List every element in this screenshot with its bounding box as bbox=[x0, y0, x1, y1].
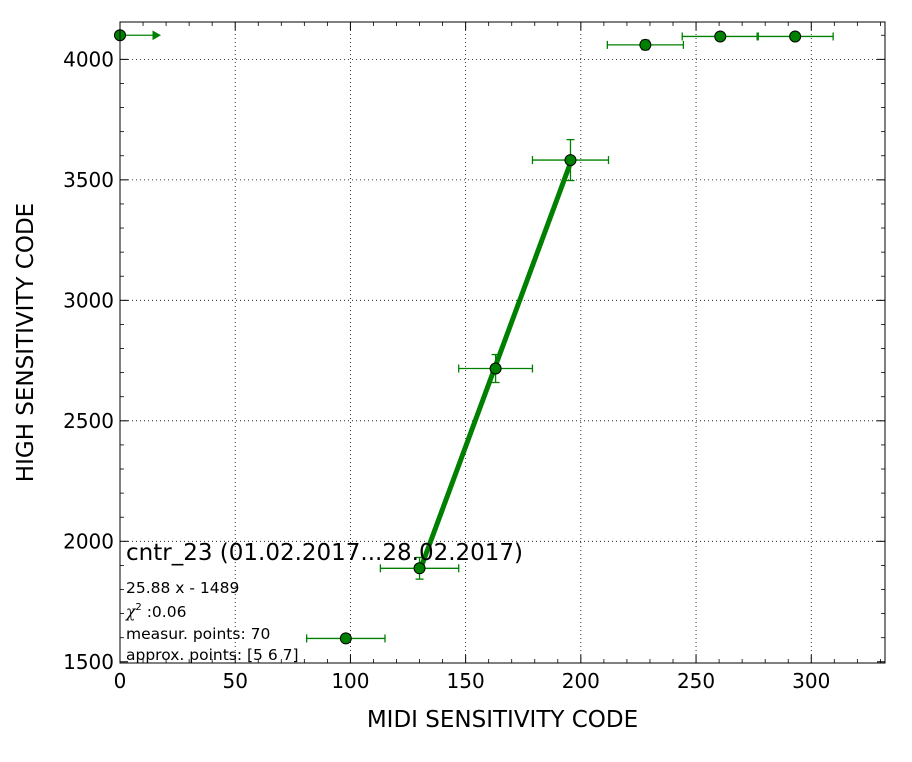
y-tick-label: 3000 bbox=[63, 288, 114, 312]
minor-ticks bbox=[120, 22, 885, 663]
chi2-symbol: χ bbox=[125, 603, 137, 621]
annotation-approx-points: approx. points: [5 6 7] bbox=[126, 646, 299, 664]
data-point bbox=[339, 632, 352, 645]
data-point bbox=[789, 30, 802, 43]
data-point bbox=[639, 38, 652, 51]
annotation-equation: 25.88 x - 1489 bbox=[126, 579, 239, 597]
y-tick-labels: 1500 2000 2500 3000 3500 4000 bbox=[63, 47, 114, 673]
data-point bbox=[489, 362, 502, 375]
grid-layer bbox=[120, 22, 885, 663]
point-layer bbox=[114, 29, 802, 645]
major-ticks bbox=[119, 22, 885, 663]
plot-frame bbox=[119, 21, 886, 664]
chi2-exponent: 2 bbox=[135, 602, 141, 613]
data-point bbox=[413, 562, 426, 575]
x-tick-label: 150 bbox=[447, 669, 485, 693]
chi2-value: :0.06 bbox=[142, 603, 187, 621]
x-tick-label: 0 bbox=[114, 669, 127, 693]
y-tick-label: 3500 bbox=[63, 168, 114, 192]
limit-arrow-head bbox=[152, 30, 162, 41]
y-tick-label: 2000 bbox=[63, 529, 114, 553]
y-tick-label: 1500 bbox=[63, 650, 114, 674]
y-tick-label: 4000 bbox=[63, 47, 114, 71]
annotation-block: cntr_23 (01.02.2017...28.02.2017) 25.88 … bbox=[125, 540, 523, 664]
x-tick-label: 300 bbox=[792, 669, 830, 693]
x-tick-label: 250 bbox=[677, 669, 715, 693]
x-tick-label: 200 bbox=[562, 669, 600, 693]
x-tick-label: 50 bbox=[222, 669, 247, 693]
x-axis-label: MIDI SENSITIVITY CODE bbox=[367, 707, 638, 733]
data-point bbox=[714, 30, 727, 43]
data-point bbox=[564, 154, 577, 167]
annotation-title: cntr_23 (01.02.2017...28.02.2017) bbox=[126, 540, 523, 566]
y-tick-label: 2500 bbox=[63, 409, 114, 433]
x-tick-labels: 0 50 100 150 200 250 300 bbox=[114, 669, 831, 693]
x-tick-label: 100 bbox=[331, 669, 369, 693]
annotation-chi2: χ2 :0.06 bbox=[125, 602, 186, 621]
y-axis-label: HIGH SENSITIVITY CODE bbox=[13, 203, 39, 482]
annotation-measur-points: measur. points: 70 bbox=[126, 625, 270, 643]
